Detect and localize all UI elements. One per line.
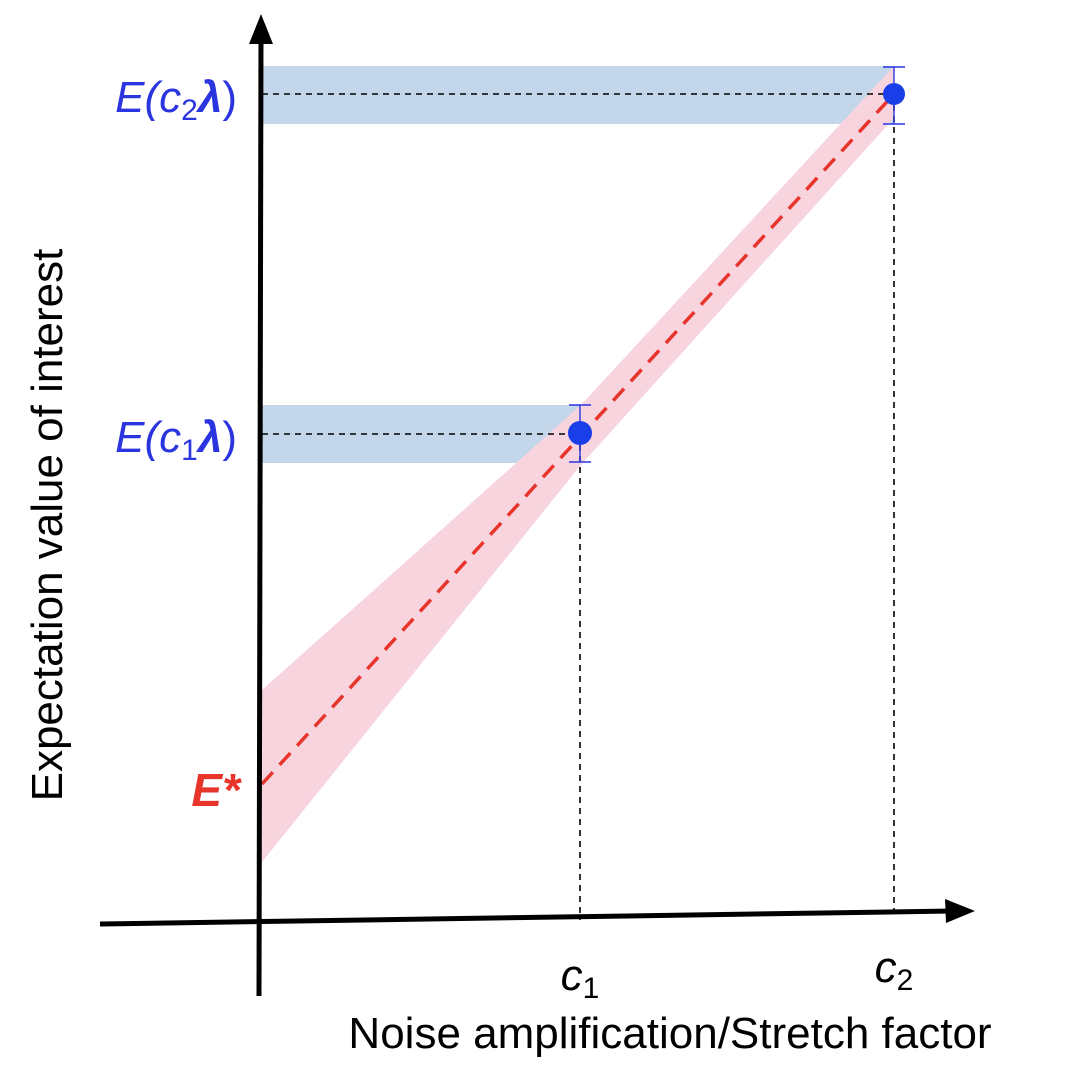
y-axis	[256, 29, 264, 997]
uncertainty-band-c2	[262, 66, 894, 124]
fit-confidence-band	[262, 66, 894, 862]
x-axis	[99, 908, 953, 927]
x-axis-label: Noise amplification/Stretch factor	[348, 1009, 991, 1058]
x-tick-c2: c2	[875, 943, 914, 997]
y-tick-e-c1-lambda: E(c1λ)	[115, 413, 237, 467]
extrapolated-value-label: E*	[191, 764, 242, 816]
y-axis-arrow-icon	[249, 14, 273, 44]
measured-point-c1	[568, 421, 592, 445]
y-axis-label: Expectation value of interest	[23, 249, 72, 802]
x-axis-arrow-icon	[945, 899, 975, 923]
measured-point-c2	[883, 83, 905, 105]
x-tick-c1: c1	[561, 951, 600, 1005]
y-tick-e-c2-lambda: E(c2λ)	[115, 73, 237, 127]
